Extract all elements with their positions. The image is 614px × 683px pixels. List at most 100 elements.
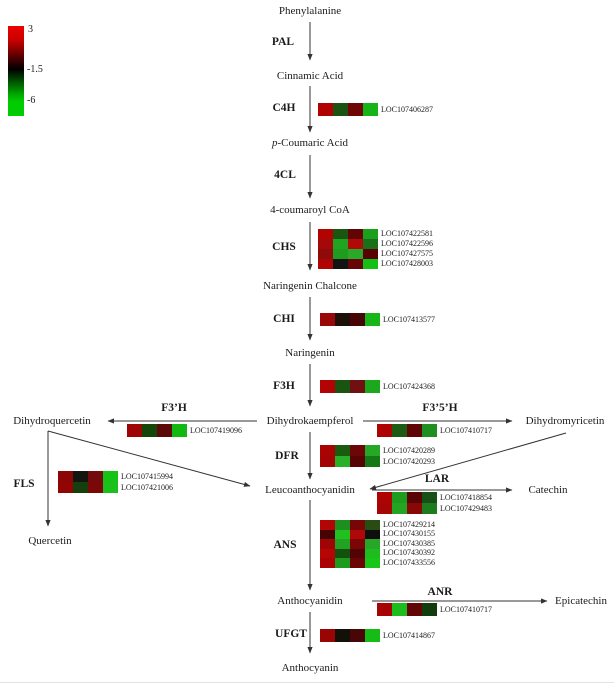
- heatmap-cell: [350, 456, 365, 467]
- heatmap-cell: [320, 313, 335, 326]
- heatmap-row: LOC107430392: [320, 548, 435, 558]
- heatmap-row: LOC107406287: [318, 103, 433, 116]
- compound-leucoanthocyanidin: Leucoanthocyanidin: [265, 484, 355, 496]
- gene-label: LOC107419096: [190, 425, 242, 435]
- heatmap-f3ph: LOC107419096: [127, 424, 242, 437]
- heatmap-cell: [335, 539, 350, 549]
- compound-anthocyanin: Anthocyanin: [281, 662, 339, 674]
- enzyme-f3ph: F3’H: [161, 402, 187, 414]
- compound-quercetin: Quercetin: [28, 535, 72, 547]
- heatmap-cell: [320, 539, 335, 549]
- heatmap-chs: LOC107422581 LOC107422596 LOC107427575 LOC1…: [318, 229, 433, 269]
- gene-label: LOC107406287: [381, 104, 433, 114]
- heatmap-cell: [103, 482, 118, 493]
- compound-catechin: Catechin: [528, 484, 568, 496]
- heatmap-fls: LOC107415994 LOC107421006: [58, 471, 173, 493]
- gene-label: LOC107418854: [440, 492, 492, 502]
- heatmap-row: LOC107421006: [58, 482, 173, 493]
- heatmap-cell: [172, 424, 187, 437]
- heatmap-row: LOC107414867: [320, 629, 435, 642]
- heatmap-cell: [58, 482, 73, 493]
- heatmap-cell: [422, 503, 437, 514]
- heatmap-cell: [348, 229, 363, 239]
- heatmap-cell: [335, 548, 350, 558]
- gene-label: LOC107422581: [381, 229, 433, 238]
- gene-label: LOC107428003: [381, 259, 433, 268]
- enzyme-4cl: 4CL: [274, 169, 296, 181]
- heatmap-cell: [157, 424, 172, 437]
- heatmap-cell: [363, 239, 378, 249]
- heatmap-cell: [318, 229, 333, 239]
- heatmap-cell: [58, 471, 73, 482]
- heatmap-row: LOC107422581: [318, 229, 433, 239]
- enzyme-c4h: C4H: [272, 102, 296, 114]
- enzyme-ans: ANS: [273, 539, 297, 551]
- enzyme-fls: FLS: [13, 478, 35, 490]
- heatmap-cell: [365, 380, 380, 393]
- color-scale-gradient: [8, 26, 24, 116]
- p-coumaric-rest: -Coumaric Acid: [277, 137, 349, 149]
- heatmap-cell: [350, 313, 365, 326]
- gene-label: LOC107433556: [383, 557, 435, 567]
- gene-label: LOC107413577: [383, 314, 435, 324]
- heatmap-row: LOC107420293: [320, 456, 435, 467]
- heatmap-cell: [392, 503, 407, 514]
- heatmap-row: LOC107430385: [320, 539, 435, 549]
- heatmap-cell: [335, 380, 350, 393]
- heatmap-cell: [88, 471, 103, 482]
- heatmap-cell: [350, 520, 365, 530]
- gene-label: LOC107410717: [440, 425, 492, 435]
- heatmap-cell: [318, 249, 333, 259]
- compound-dihydroquercetin: Dihydroquercetin: [13, 415, 91, 427]
- arrow-dihydromyricetin-to-leucoanthocyanidin: [369, 432, 567, 490]
- heatmap-cell: [320, 380, 335, 393]
- heatmap-cell: [335, 313, 350, 326]
- heatmap-row: LOC107422596: [318, 239, 433, 249]
- heatmap-cell: [335, 456, 350, 467]
- heatmap-row: LOC107433556: [320, 558, 435, 568]
- heatmap-chi: LOC107413577: [320, 313, 435, 326]
- heatmap-cell: [348, 259, 363, 269]
- heatmap-cell: [103, 471, 118, 482]
- heatmap-cell: [350, 529, 365, 539]
- gene-label: LOC107429214: [383, 519, 435, 529]
- heatmap-anr: LOC107410717: [377, 603, 492, 616]
- heatmap-row: LOC107429214: [320, 520, 435, 530]
- heatmap-cell: [365, 520, 380, 530]
- gene-label: LOC107421006: [121, 482, 173, 492]
- p-coumaric-italic-prefix: p: [271, 137, 278, 149]
- heatmap-cell: [363, 259, 378, 269]
- heatmap-row: LOC107419096: [127, 424, 242, 437]
- heatmap-row: LOC107429483: [377, 503, 492, 514]
- heatmap-cell: [365, 456, 380, 467]
- heatmap-cell: [320, 520, 335, 530]
- gene-label: LOC107415994: [121, 471, 173, 481]
- heatmap-f3h: LOC107424368: [320, 380, 435, 393]
- gene-label: LOC107424368: [383, 381, 435, 391]
- heatmap-cell: [318, 259, 333, 269]
- heatmap-cell: [320, 558, 335, 568]
- compound-dihydromyricetin: Dihydromyricetin: [525, 415, 605, 427]
- heatmap-cell: [377, 424, 392, 437]
- compound-cinnamic-acid: Cinnamic Acid: [276, 70, 344, 82]
- heatmap-c4h: LOC107406287: [318, 103, 433, 116]
- heatmap-row: LOC107420289: [320, 445, 435, 456]
- heatmap-cell: [377, 492, 392, 503]
- heatmap-cell: [350, 539, 365, 549]
- heatmap-cell: [320, 529, 335, 539]
- heatmap-f35h: LOC107410717: [377, 424, 492, 437]
- heatmap-cell: [365, 558, 380, 568]
- heatmap-cell: [392, 424, 407, 437]
- gene-label: LOC107430392: [383, 548, 435, 558]
- heatmap-cell: [422, 492, 437, 503]
- compound-dihydrokaempferol: Dihydrokaempferol: [266, 415, 354, 427]
- enzyme-pal: PAL: [271, 36, 295, 48]
- heatmap-cell: [320, 456, 335, 467]
- heatmap-cell: [365, 548, 380, 558]
- heatmap-cell: [407, 603, 422, 616]
- heatmap-cell: [127, 424, 142, 437]
- gene-label: LOC107420289: [383, 445, 435, 455]
- gene-label: LOC107427575: [381, 249, 433, 258]
- compound-epicatechin: Epicatechin: [555, 595, 607, 607]
- heatmap-cell: [377, 603, 392, 616]
